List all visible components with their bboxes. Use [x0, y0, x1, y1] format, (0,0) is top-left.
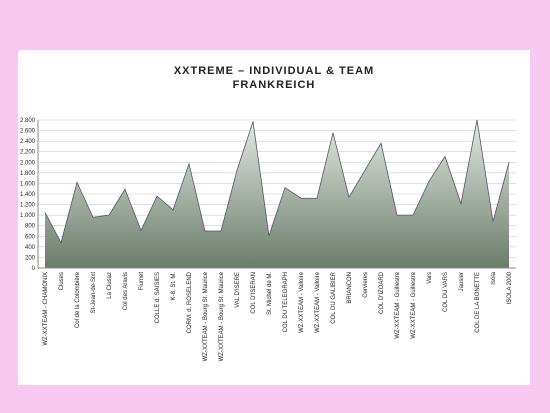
x-tick-label: BRIANCON: [347, 272, 353, 304]
x-tick-label: WZ-XXTEAM - Guillestre: [411, 271, 417, 338]
chart-title: XXTREME – INDIVIDUAL & TEAM: [174, 65, 374, 77]
x-tick-label: WZ-XXTEAM - CHAMONIX: [43, 272, 49, 346]
y-tick-label: 1.200: [20, 203, 36, 209]
x-tick-label: ISOLA 2000: [507, 271, 513, 304]
y-tick-label: 800: [25, 224, 36, 230]
x-tick-label: Flumet: [139, 272, 145, 291]
x-tick-label: Cervieres: [363, 272, 369, 298]
x-tick-label: COL DU TELEGRAPH: [283, 272, 289, 332]
y-tick-label: 2.800: [20, 118, 36, 124]
y-tick-label: 1.000: [20, 213, 36, 219]
x-tick-label: COL DU GALIBIER: [331, 271, 337, 323]
x-tick-label: St-Jean-de-Sixt: [91, 272, 97, 314]
y-tick-label: 200: [25, 255, 36, 261]
y-tick-label: 2.600: [20, 129, 36, 135]
y-tick-label: 2.200: [20, 150, 36, 156]
x-tick-label: Col de la Colombière: [75, 271, 81, 328]
x-tick-label: VAL D'ISERE: [235, 272, 241, 308]
y-tick-label: 2.400: [20, 139, 36, 145]
x-tick-label: St. Michel de M.: [267, 272, 273, 315]
area: [45, 120, 509, 268]
x-tick-label: Vars: [427, 272, 433, 284]
x-tick-label: WZ-XXTEAM - Valloire: [315, 271, 321, 333]
x-tick-label: La Clusaz: [107, 272, 113, 299]
chart-subtitle: FRANKREICH: [233, 79, 316, 91]
y-tick-label: 2.000: [20, 160, 36, 166]
x-tick-label: WZ-XXTEAM - Valloire: [299, 271, 305, 333]
line: [44, 119, 510, 244]
x-tick-label: K-8. St. M.: [171, 272, 177, 301]
x-tick-label: COL DU VARS: [443, 272, 449, 312]
x-tick-label: Isola: [491, 271, 497, 284]
x-tick-label: COL D'IZOARD: [379, 271, 385, 314]
x-tick-label: Col des Aravis: [123, 272, 129, 310]
x-tick-label: WZ-XXTEAM - Bourg St. Maurice: [219, 271, 225, 361]
x-tick-label: COL D'ISERAN: [251, 272, 257, 314]
y-tick-label: 1.600: [20, 181, 36, 187]
x-tick-label: Jausier: [459, 272, 465, 291]
y-tick-label: 1.400: [20, 192, 36, 198]
y-tick-label: 400: [25, 245, 36, 251]
y-tick-label: 600: [25, 234, 36, 240]
x-tick-label: COL DE LA BONETTE: [475, 272, 481, 333]
x-tick-label: CORM. d. ROSELEND: [187, 271, 193, 333]
x-tick-label: WZ-XXTEAM - Bourg St. Maurice: [203, 271, 209, 361]
x-tick-label: WZ-XXTEAM - Guillestre: [395, 271, 401, 338]
x-tick-label: COLLE d. SAISIES: [155, 272, 161, 323]
x-tick-label: Cluses: [59, 272, 65, 290]
y-tick-label: 0: [32, 266, 36, 272]
y-tick-label: 1.800: [20, 171, 36, 177]
